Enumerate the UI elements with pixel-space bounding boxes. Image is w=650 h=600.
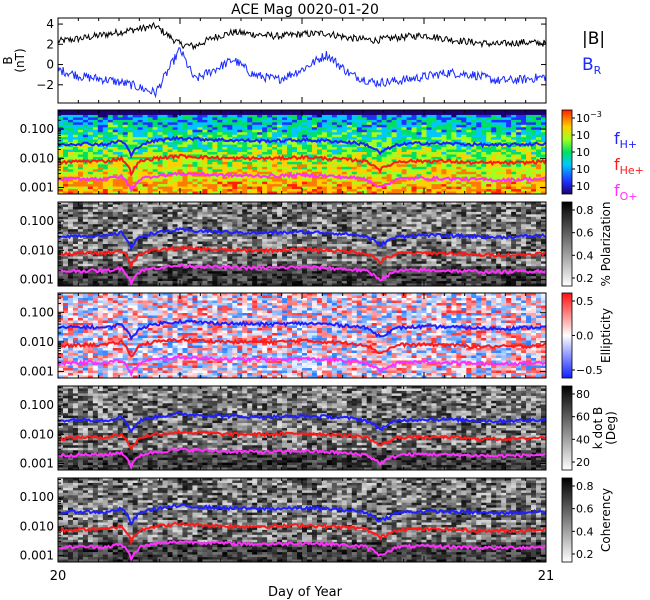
colorbar-bar (562, 478, 572, 562)
legend-h-plus: fH+ (614, 129, 637, 151)
panel-B: 4 2 0 −2 B(nT) |B| BR (1, 17, 605, 103)
colorbar-tick-label: 40 (576, 433, 590, 446)
colorbar-tick-label: 20 (576, 456, 590, 469)
legend-o-plus: fO+ (614, 181, 638, 203)
colorbar-tick-label: 0.2 (576, 272, 594, 285)
x-axis-label: Day of Year (268, 585, 343, 600)
colorbar-tick-label: 0.0 (576, 330, 594, 343)
y-tick-label: 0.001 (20, 273, 54, 287)
y-tick-label: 0 (46, 58, 54, 72)
y-tick-label: 0.100 (20, 490, 54, 504)
colorbar-tick-label: 60 (576, 411, 590, 424)
colorbar-power-spectrum: 10−3 10 10 10 10 (562, 110, 602, 194)
colorbar-tick-label: 10 (576, 129, 590, 142)
colorbar-tick-label: 0.6 (576, 227, 594, 240)
panel-polarization: 0.100 0.010 0.001 (20, 202, 547, 287)
colorbar-title: k dot B(Deg) (591, 407, 618, 449)
colorbar-bar (562, 293, 572, 378)
colorbar-coherency: 0.8 0.6 0.4 0.2 Coherency (562, 478, 613, 562)
y-axis-label: B(nT) (1, 48, 27, 72)
y-tick-label: 0.001 (20, 549, 54, 563)
legend-magnitude: |B| (582, 29, 605, 49)
y-tick-label: 0.100 (20, 398, 54, 412)
colorbar-tick-label: 0.4 (576, 249, 594, 262)
y-tick-label: 0.001 (20, 181, 54, 195)
heatmap-cells (58, 202, 546, 286)
heatmap-cells (58, 386, 546, 470)
y-tick-label: 0.010 (20, 427, 54, 441)
colorbar-tick-label: 10 (576, 163, 590, 176)
colorbar-tick-label: 80 (576, 388, 590, 401)
y-tick-label: 0.010 (20, 151, 54, 165)
colorbar-tick-label: 10 (576, 180, 590, 193)
x-tick-end: 21 (538, 569, 555, 584)
colorbar-tick-label: 0.8 (576, 480, 594, 493)
y-tick-label: 4 (46, 17, 54, 31)
y-tick-label: 0.100 (20, 122, 54, 136)
y-tick-label: 0.010 (20, 335, 54, 349)
colorbar-tick-label: 0.2 (576, 548, 594, 561)
colorbar-tick-label: −0.5 (576, 364, 603, 377)
colorbar-bar (562, 202, 572, 286)
colorbar-tick-label: 10 (576, 146, 590, 159)
colorbar-tick-label: 0.8 (576, 204, 594, 217)
x-tick-start: 20 (50, 569, 67, 584)
colorbar-polarization: 0.8 0.6 0.4 0.2 % Polarization (562, 202, 613, 287)
panel-coherency: 0.100 0.010 0.001 (20, 478, 547, 563)
y-tick-label: 0.010 (20, 243, 54, 257)
figure-title: ACE Mag 0020-01-20 (231, 2, 379, 18)
colorbar-bar (562, 386, 572, 470)
colorbar-tick-label: 10−3 (576, 110, 602, 125)
panel-background (58, 18, 546, 103)
y-tick-label: 0.100 (20, 214, 54, 228)
colorbar-bar (562, 110, 572, 194)
panel-power-spectrum: 0.100 0.010 0.001 fH+ fHe+ fO+ (20, 110, 644, 203)
colorbar-tick-label: 0.6 (576, 503, 594, 516)
panel-k-dot-b: 0.100 0.010 0.001 (20, 386, 547, 471)
colorbar-title: Coherency (599, 488, 613, 552)
colorbar-title: Ellipticity (599, 308, 613, 363)
legend-he-plus: fHe+ (614, 155, 644, 177)
y-tick-label: 0.100 (20, 305, 54, 319)
colorbar-title: % Polarization (599, 202, 613, 287)
colorbar-k-dot-b: 80 60 40 20k dot B(Deg) (562, 386, 618, 470)
legend-br: BR (582, 55, 602, 77)
y-tick-label: 0.010 (20, 519, 54, 533)
y-tick-label: 0.001 (20, 364, 54, 378)
panel-ellipticity: 0.100 0.010 0.001 (20, 293, 547, 378)
heatmap-cells (58, 293, 546, 378)
y-tick-label: 2 (46, 37, 54, 51)
y-tick-label: −2 (36, 78, 54, 92)
y-tick-label: 0.001 (20, 457, 54, 471)
colorbar-tick-label: 0.5 (576, 295, 594, 308)
colorbar-tick-label: 0.4 (576, 525, 594, 538)
heatmap-cells (58, 110, 546, 194)
